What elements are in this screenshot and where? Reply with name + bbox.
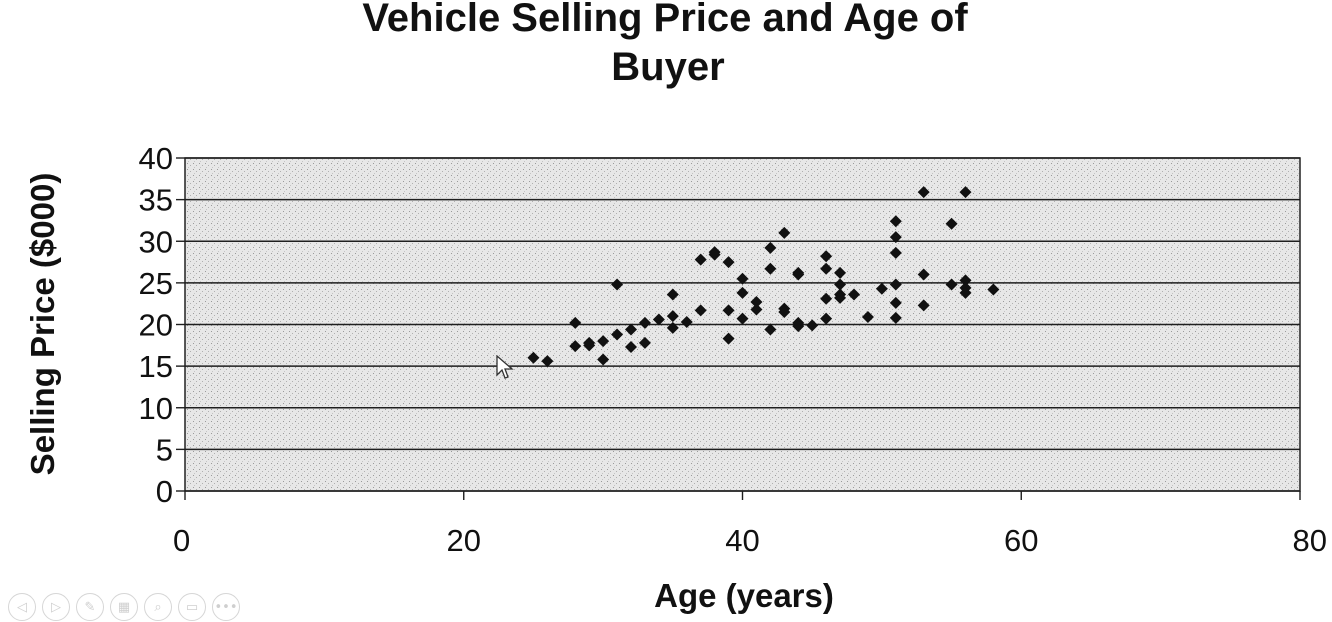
data-point (583, 339, 596, 352)
y-tick-label: 10 (139, 391, 173, 426)
data-point (736, 286, 749, 299)
data-point (597, 335, 610, 348)
data-point (750, 303, 763, 316)
data-point (569, 316, 582, 329)
data-point (917, 299, 930, 312)
data-point (764, 262, 777, 275)
data-point (820, 262, 833, 275)
previous-icon[interactable]: ◁ (8, 593, 36, 621)
x-axis-label: Age (years) (654, 577, 834, 614)
data-point (666, 310, 679, 323)
data-point (722, 304, 735, 317)
mouse-cursor-icon (496, 355, 514, 379)
y-tick-label: 30 (139, 224, 173, 259)
data-point (527, 351, 540, 364)
data-point (625, 323, 637, 336)
y-tick-label: 20 (139, 308, 173, 343)
slideshow-toolbar: ◁ ▷ ✎ ▦ ⌕ ▭ ••• (8, 593, 240, 621)
data-point (625, 340, 637, 353)
data-point (611, 278, 624, 291)
more-icon[interactable]: ••• (212, 593, 240, 621)
data-point (736, 272, 749, 285)
data-point (875, 282, 888, 295)
data-point (889, 215, 902, 228)
data-point (834, 278, 847, 291)
data-point (820, 312, 833, 325)
data-point (694, 304, 707, 317)
data-point (750, 296, 763, 309)
data-point (708, 248, 721, 261)
data-point (987, 283, 1000, 296)
data-point (722, 256, 735, 269)
data-point (778, 226, 791, 239)
data-point (889, 246, 902, 259)
data-point (834, 291, 847, 304)
data-point (764, 323, 777, 336)
x-tick-label: 60 (1004, 523, 1038, 558)
data-points (527, 186, 1000, 368)
subtitles-icon[interactable]: ▭ (178, 593, 206, 621)
data-point (917, 186, 930, 199)
chart-title-line-2: Buyer (611, 45, 724, 89)
slides-icon[interactable]: ▦ (110, 593, 138, 621)
data-point (792, 268, 805, 281)
data-point (889, 296, 902, 309)
next-icon[interactable]: ▷ (42, 593, 70, 621)
pen-icon[interactable]: ✎ (76, 593, 104, 621)
data-point (764, 241, 777, 254)
data-point (945, 278, 958, 291)
x-tick-label: 80 (1293, 523, 1327, 558)
data-point (569, 340, 582, 353)
data-point (778, 306, 791, 319)
data-point (597, 353, 610, 366)
data-point (917, 268, 930, 281)
data-point (848, 288, 860, 301)
y-tick-label: 40 (139, 141, 173, 176)
data-point (861, 311, 874, 324)
y-tick-label: 25 (139, 266, 173, 301)
y-tick-label: 35 (139, 183, 173, 218)
data-point (736, 312, 749, 325)
data-point (959, 286, 972, 299)
data-point (541, 355, 554, 368)
data-point (889, 278, 902, 291)
x-tick-label: 40 (725, 523, 759, 558)
data-point (820, 250, 833, 263)
data-point (722, 332, 735, 345)
data-point (666, 288, 679, 301)
data-point (820, 292, 833, 305)
y-tick-label: 5 (156, 432, 173, 467)
x-axis: 0 20 40 60 80 (173, 491, 1327, 558)
zoom-icon[interactable]: ⌕ (144, 593, 172, 621)
data-point (945, 217, 958, 230)
data-point (959, 274, 972, 287)
y-axis-label: Selling Price ($000) (24, 173, 61, 476)
y-axis: 40 35 30 25 20 15 10 5 0 (139, 141, 185, 509)
data-point (652, 313, 665, 326)
data-point (889, 311, 902, 324)
data-point (889, 231, 902, 244)
x-tick-label: 20 (447, 523, 481, 558)
data-point (792, 320, 805, 333)
data-point (694, 253, 707, 266)
y-tick-label: 15 (139, 349, 173, 384)
data-point (959, 186, 972, 199)
data-point (638, 336, 651, 349)
x-tick-label: 0 (173, 523, 190, 558)
data-point (666, 321, 679, 334)
data-point (680, 316, 693, 329)
y-tick-label: 0 (156, 474, 173, 509)
chart-title-line-1: Vehicle Selling Price and Age of (362, 0, 968, 40)
data-point (806, 319, 819, 332)
data-point (834, 266, 847, 279)
data-point (638, 316, 651, 329)
data-point (611, 328, 624, 341)
